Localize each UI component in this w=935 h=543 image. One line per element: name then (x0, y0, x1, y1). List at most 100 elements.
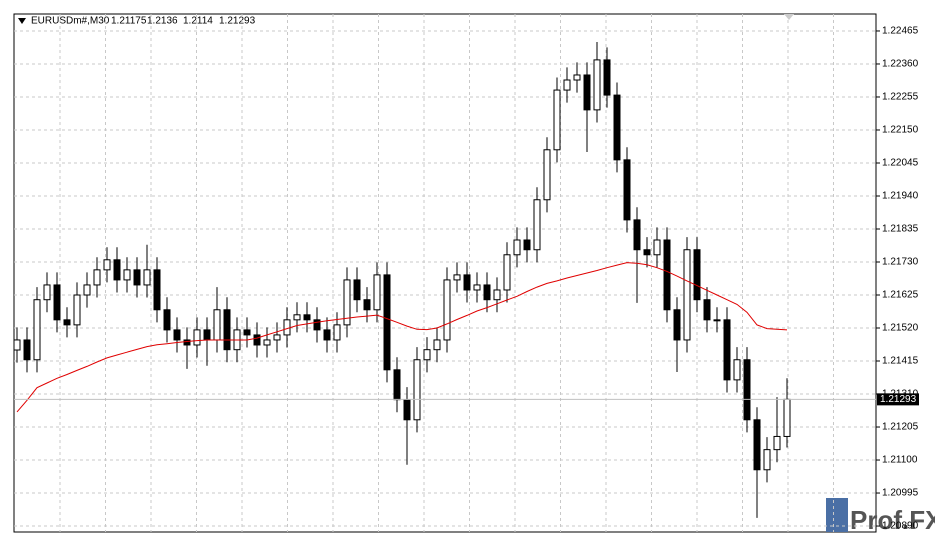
plot-frame (13, 13, 877, 533)
candle-body (293, 314, 301, 321)
candle-body (363, 299, 371, 311)
y-tick-label: 1.22255 (882, 92, 919, 103)
candle-body (713, 319, 721, 322)
candle-body (693, 249, 701, 301)
candle-body (583, 74, 591, 111)
candle-body (273, 334, 281, 341)
y-tick-label: 1.22360 (882, 59, 919, 70)
candle-body (313, 319, 321, 331)
candle-body (423, 349, 431, 361)
candle-body (723, 319, 731, 381)
candle-body (503, 254, 511, 291)
candle-body (13, 339, 21, 351)
candle-body (783, 398, 791, 437)
y-tick-label: 1.22465 (882, 26, 919, 37)
candle-body (773, 435, 781, 451)
candle-body (193, 329, 201, 346)
y-tick-label: 1.22150 (882, 125, 919, 136)
candle-body (453, 274, 461, 281)
candle-body (23, 339, 31, 361)
y-tick-label: 1.21730 (882, 257, 919, 268)
candle-body (493, 289, 501, 301)
candle-body (533, 199, 541, 251)
candle-body (93, 269, 101, 286)
candle-body (633, 219, 641, 251)
candle-body (33, 299, 41, 361)
y-tick-label: 1.21205 (882, 422, 919, 433)
watermark-block (826, 498, 848, 532)
candle-body (73, 294, 81, 326)
menu-arrow[interactable] (18, 18, 26, 24)
chart-title: EURUSDm#,M30 (31, 16, 110, 27)
candle-body (743, 359, 751, 421)
candle-body (153, 269, 161, 311)
candle-body (663, 239, 671, 311)
candle-body (143, 269, 151, 286)
candle-body (643, 249, 651, 256)
y-tick-label: 1.21520 (882, 323, 919, 334)
candle-body (303, 314, 311, 321)
candle-body (483, 284, 491, 301)
candle-body (203, 329, 211, 341)
candle-body (103, 259, 111, 271)
candle-body (523, 239, 531, 251)
candle-body (173, 329, 181, 341)
candle-body (443, 279, 451, 341)
y-tick-label: 1.21625 (882, 290, 919, 301)
header: EURUSDm#,M30 1.21175 1.2136 1.2114 1.212… (31, 16, 256, 27)
candle-body (753, 419, 761, 471)
y-tick-label: 1.22045 (882, 158, 919, 169)
current-price-label: 1.21293 (880, 394, 917, 405)
candle-body (323, 329, 331, 341)
candle-body (223, 309, 231, 351)
candle-body (113, 259, 121, 281)
y-tick-label: 1.21100 (882, 455, 918, 466)
shift-marker (784, 14, 794, 20)
candle-body (653, 239, 661, 256)
candle-body (243, 329, 251, 336)
y-tick-label: 1.21415 (882, 356, 919, 367)
candle-body (393, 369, 401, 401)
watermark: Prof.FX (826, 498, 935, 535)
candles (13, 41, 791, 518)
candle-body (263, 339, 271, 346)
candle-body (563, 79, 571, 91)
header-close: 1.21293 (219, 16, 256, 27)
candle-body (733, 359, 741, 381)
candle-body (213, 309, 221, 341)
header-low: 1.2114 (183, 16, 213, 27)
candle-body (433, 339, 441, 351)
candle-body (123, 269, 131, 281)
candle-body (283, 319, 291, 336)
candle-body (53, 284, 61, 321)
candle-body (553, 89, 561, 151)
candle-body (593, 59, 601, 111)
candle-body (413, 359, 421, 421)
candle-body (573, 74, 581, 81)
candle-body (333, 324, 341, 341)
watermark-text: Prof.FX (850, 505, 935, 535)
candle-body (463, 274, 471, 291)
candle-body (83, 284, 91, 296)
header-open: 1.21175 (111, 16, 147, 27)
candle-body (763, 449, 771, 471)
candle-body (43, 284, 51, 301)
moving-average (16, 262, 788, 413)
candle-body (353, 279, 361, 301)
candle-body (383, 274, 391, 371)
candle-body (673, 309, 681, 341)
y-tick-label: 1.21835 (882, 224, 919, 235)
candle-body (703, 299, 711, 321)
header-high: 1.2136 (147, 16, 178, 27)
candle-body (163, 309, 171, 331)
y-tick-label: 1.21940 (882, 191, 919, 202)
candle-body (403, 399, 411, 421)
candle-body (473, 284, 481, 291)
candle-body (343, 279, 351, 326)
candle-body (543, 149, 551, 201)
candle-body (183, 339, 191, 346)
candle-body (373, 274, 381, 311)
candle-body (623, 159, 631, 221)
y-tick-label: 1.20995 (882, 488, 919, 499)
